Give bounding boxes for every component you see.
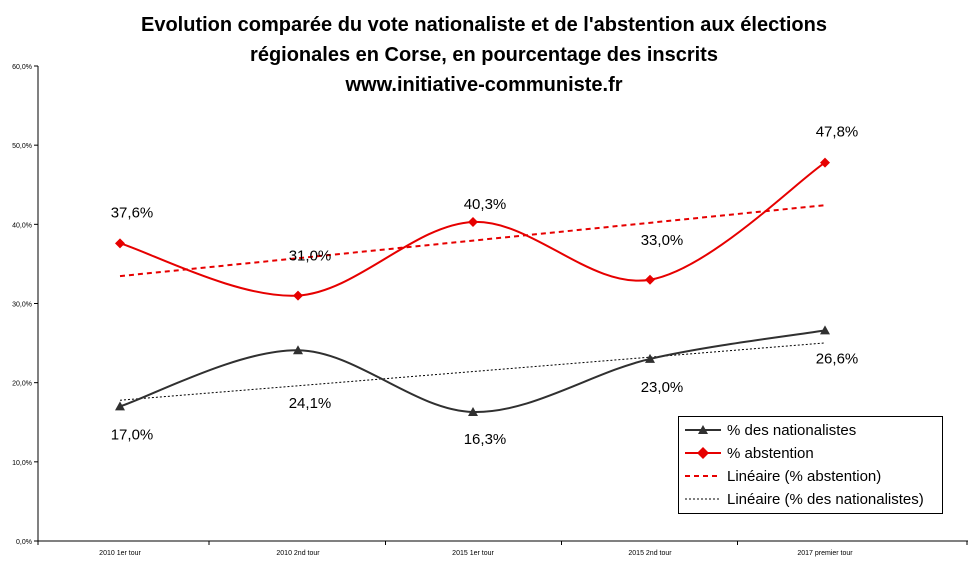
data-label-nationalistes: 17,0% xyxy=(111,426,154,443)
legend-label-nationalistes: % des nationalistes xyxy=(727,421,857,439)
x-tick-label: 2010 2nd tour xyxy=(276,550,320,557)
data-label-abstention: 40,3% xyxy=(464,196,507,213)
y-tick-label: 20,0% xyxy=(12,381,32,388)
legend-item-trend-abstention: Linéaire (% abstention) xyxy=(685,466,881,486)
x-tick-label: 2010 1er tour xyxy=(99,550,141,557)
legend-swatch-trend-abstention xyxy=(685,475,721,477)
series-line-abstention xyxy=(119,161,826,297)
trendline-abstention xyxy=(119,204,826,278)
legend-swatch-abstention xyxy=(685,447,721,459)
data-label-abstention: 31,0% xyxy=(289,248,332,265)
y-tick-label: 10,0% xyxy=(12,460,32,467)
y-tick-label: 50,0% xyxy=(12,143,32,150)
legend-item-abstention: % abstention xyxy=(685,443,814,463)
data-label-abstention: 47,8% xyxy=(816,124,859,141)
y-tick-label: 40,0% xyxy=(12,222,32,229)
x-tick-label: 2017 premier tour xyxy=(797,550,853,557)
marker-nationalistes xyxy=(115,401,125,411)
x-tick-label: 2015 1er tour xyxy=(452,550,494,557)
legend-label-trend-nationalistes: Linéaire (% des nationalistes) xyxy=(727,490,924,508)
data-label-abstention: 37,6% xyxy=(111,204,154,221)
data-label-nationalistes: 16,3% xyxy=(464,431,507,448)
marker-abstention xyxy=(293,290,303,301)
marker-nationalistes xyxy=(645,353,655,363)
marker-abstention xyxy=(468,216,478,227)
marker-abstention xyxy=(115,238,125,249)
chart-legend: % des nationalistes % abstention Linéair… xyxy=(678,416,943,514)
marker-abstention xyxy=(645,274,655,285)
legend-swatch-nationalistes xyxy=(685,425,721,434)
y-tick-label: 0,0% xyxy=(16,539,32,546)
marker-nationalistes xyxy=(293,345,303,355)
chart-title-line-2: régionales en Corse, en pourcentage des … xyxy=(250,44,718,66)
data-label-nationalistes: 24,1% xyxy=(289,395,332,412)
chart-title-line-1: Evolution comparée du vote nationaliste … xyxy=(140,14,827,36)
marker-abstention xyxy=(820,157,830,168)
data-label-abstention: 33,0% xyxy=(641,232,684,249)
trendline-nationalistes xyxy=(119,342,826,401)
legend-item-trend-nationalistes: Linéaire (% des nationalistes) xyxy=(685,489,924,509)
x-tick-label: 2015 2nd tour xyxy=(628,550,672,557)
chart-title-line-3: www.initiative-communiste.fr xyxy=(345,74,623,96)
y-tick-label: 60,0% xyxy=(12,64,32,71)
legend-label-abstention: % abstention xyxy=(727,444,814,462)
legend-swatch-trend-nationalistes xyxy=(685,498,721,500)
marker-nationalistes xyxy=(820,325,830,335)
data-label-nationalistes: 26,6% xyxy=(816,350,859,367)
y-tick-label: 30,0% xyxy=(12,302,32,309)
marker-nationalistes xyxy=(468,406,478,416)
legend-item-nationalistes: % des nationalistes xyxy=(685,420,856,440)
legend-label-trend-abstention: Linéaire (% abstention) xyxy=(727,467,882,485)
data-label-nationalistes: 23,0% xyxy=(641,379,684,396)
